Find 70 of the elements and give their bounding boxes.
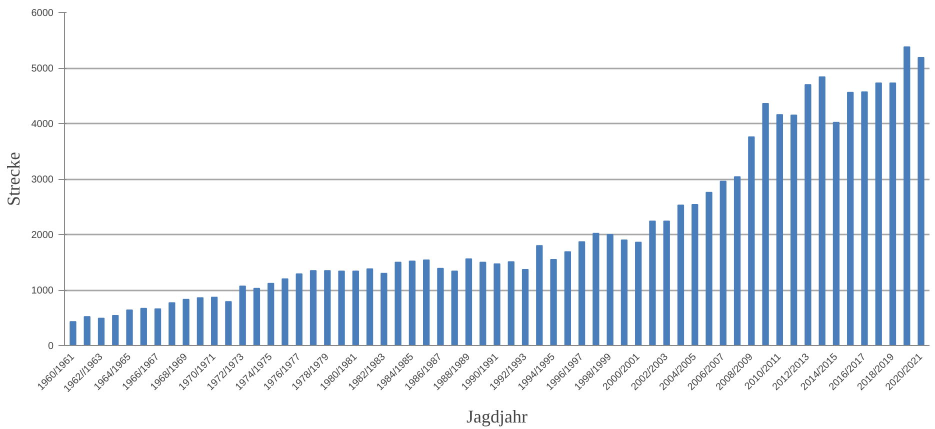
bar	[112, 315, 119, 346]
bar	[776, 114, 784, 346]
bar	[847, 92, 854, 346]
bar	[564, 251, 571, 346]
bar	[253, 288, 260, 346]
bar	[380, 272, 388, 346]
bar	[536, 245, 543, 346]
bar	[804, 84, 812, 346]
bar	[720, 180, 726, 346]
bar	[578, 241, 586, 346]
bar	[889, 82, 896, 346]
bar	[861, 91, 868, 346]
bar	[394, 262, 402, 346]
bar	[70, 321, 76, 346]
bar	[790, 114, 798, 346]
bar	[508, 261, 514, 346]
bar	[282, 278, 288, 346]
bar	[98, 318, 105, 346]
bar	[904, 46, 910, 346]
y-tick-label: 3000	[31, 174, 54, 186]
bar	[550, 258, 557, 346]
bar	[635, 242, 642, 346]
bar	[480, 262, 486, 346]
bar	[140, 308, 147, 346]
bar	[606, 234, 614, 346]
bar	[832, 122, 840, 346]
y-tick-label: 0	[48, 341, 54, 352]
bar	[324, 270, 331, 346]
bar	[649, 220, 656, 346]
bar	[408, 260, 416, 346]
bar	[875, 82, 882, 346]
bar	[677, 204, 684, 346]
bar	[437, 268, 444, 346]
bar	[196, 297, 204, 346]
bar	[239, 286, 246, 346]
bar	[692, 204, 698, 346]
y-tick-label: 5000	[31, 64, 54, 74]
y-tick-label: 6000	[31, 8, 54, 19]
bar	[182, 298, 190, 346]
bar	[210, 296, 218, 346]
bar	[592, 232, 600, 346]
bar	[620, 240, 628, 346]
bar	[762, 103, 769, 346]
bar	[818, 76, 826, 346]
y-tick-label: 4000	[31, 119, 54, 130]
bar	[465, 258, 472, 346]
bar	[366, 268, 374, 346]
bar	[296, 273, 302, 346]
y-axis-title: Strecke	[3, 152, 24, 206]
bar	[522, 268, 529, 346]
bar	[126, 309, 133, 346]
bar	[918, 56, 924, 346]
y-tick-label: 1000	[31, 286, 54, 296]
x-axis-title: Jagdjahr	[466, 406, 528, 427]
bar	[734, 176, 741, 346]
bar	[706, 192, 712, 346]
bar	[268, 282, 274, 346]
bar	[84, 316, 90, 346]
bar	[168, 302, 176, 346]
bar	[451, 270, 458, 346]
bar	[225, 301, 232, 346]
bar	[663, 220, 670, 346]
bar	[154, 308, 162, 346]
bar	[352, 270, 359, 346]
bar	[748, 136, 755, 346]
bar	[310, 270, 317, 346]
bar	[494, 263, 500, 346]
bar	[338, 270, 345, 346]
bar	[423, 260, 430, 346]
y-tick-label: 2000	[31, 230, 54, 241]
